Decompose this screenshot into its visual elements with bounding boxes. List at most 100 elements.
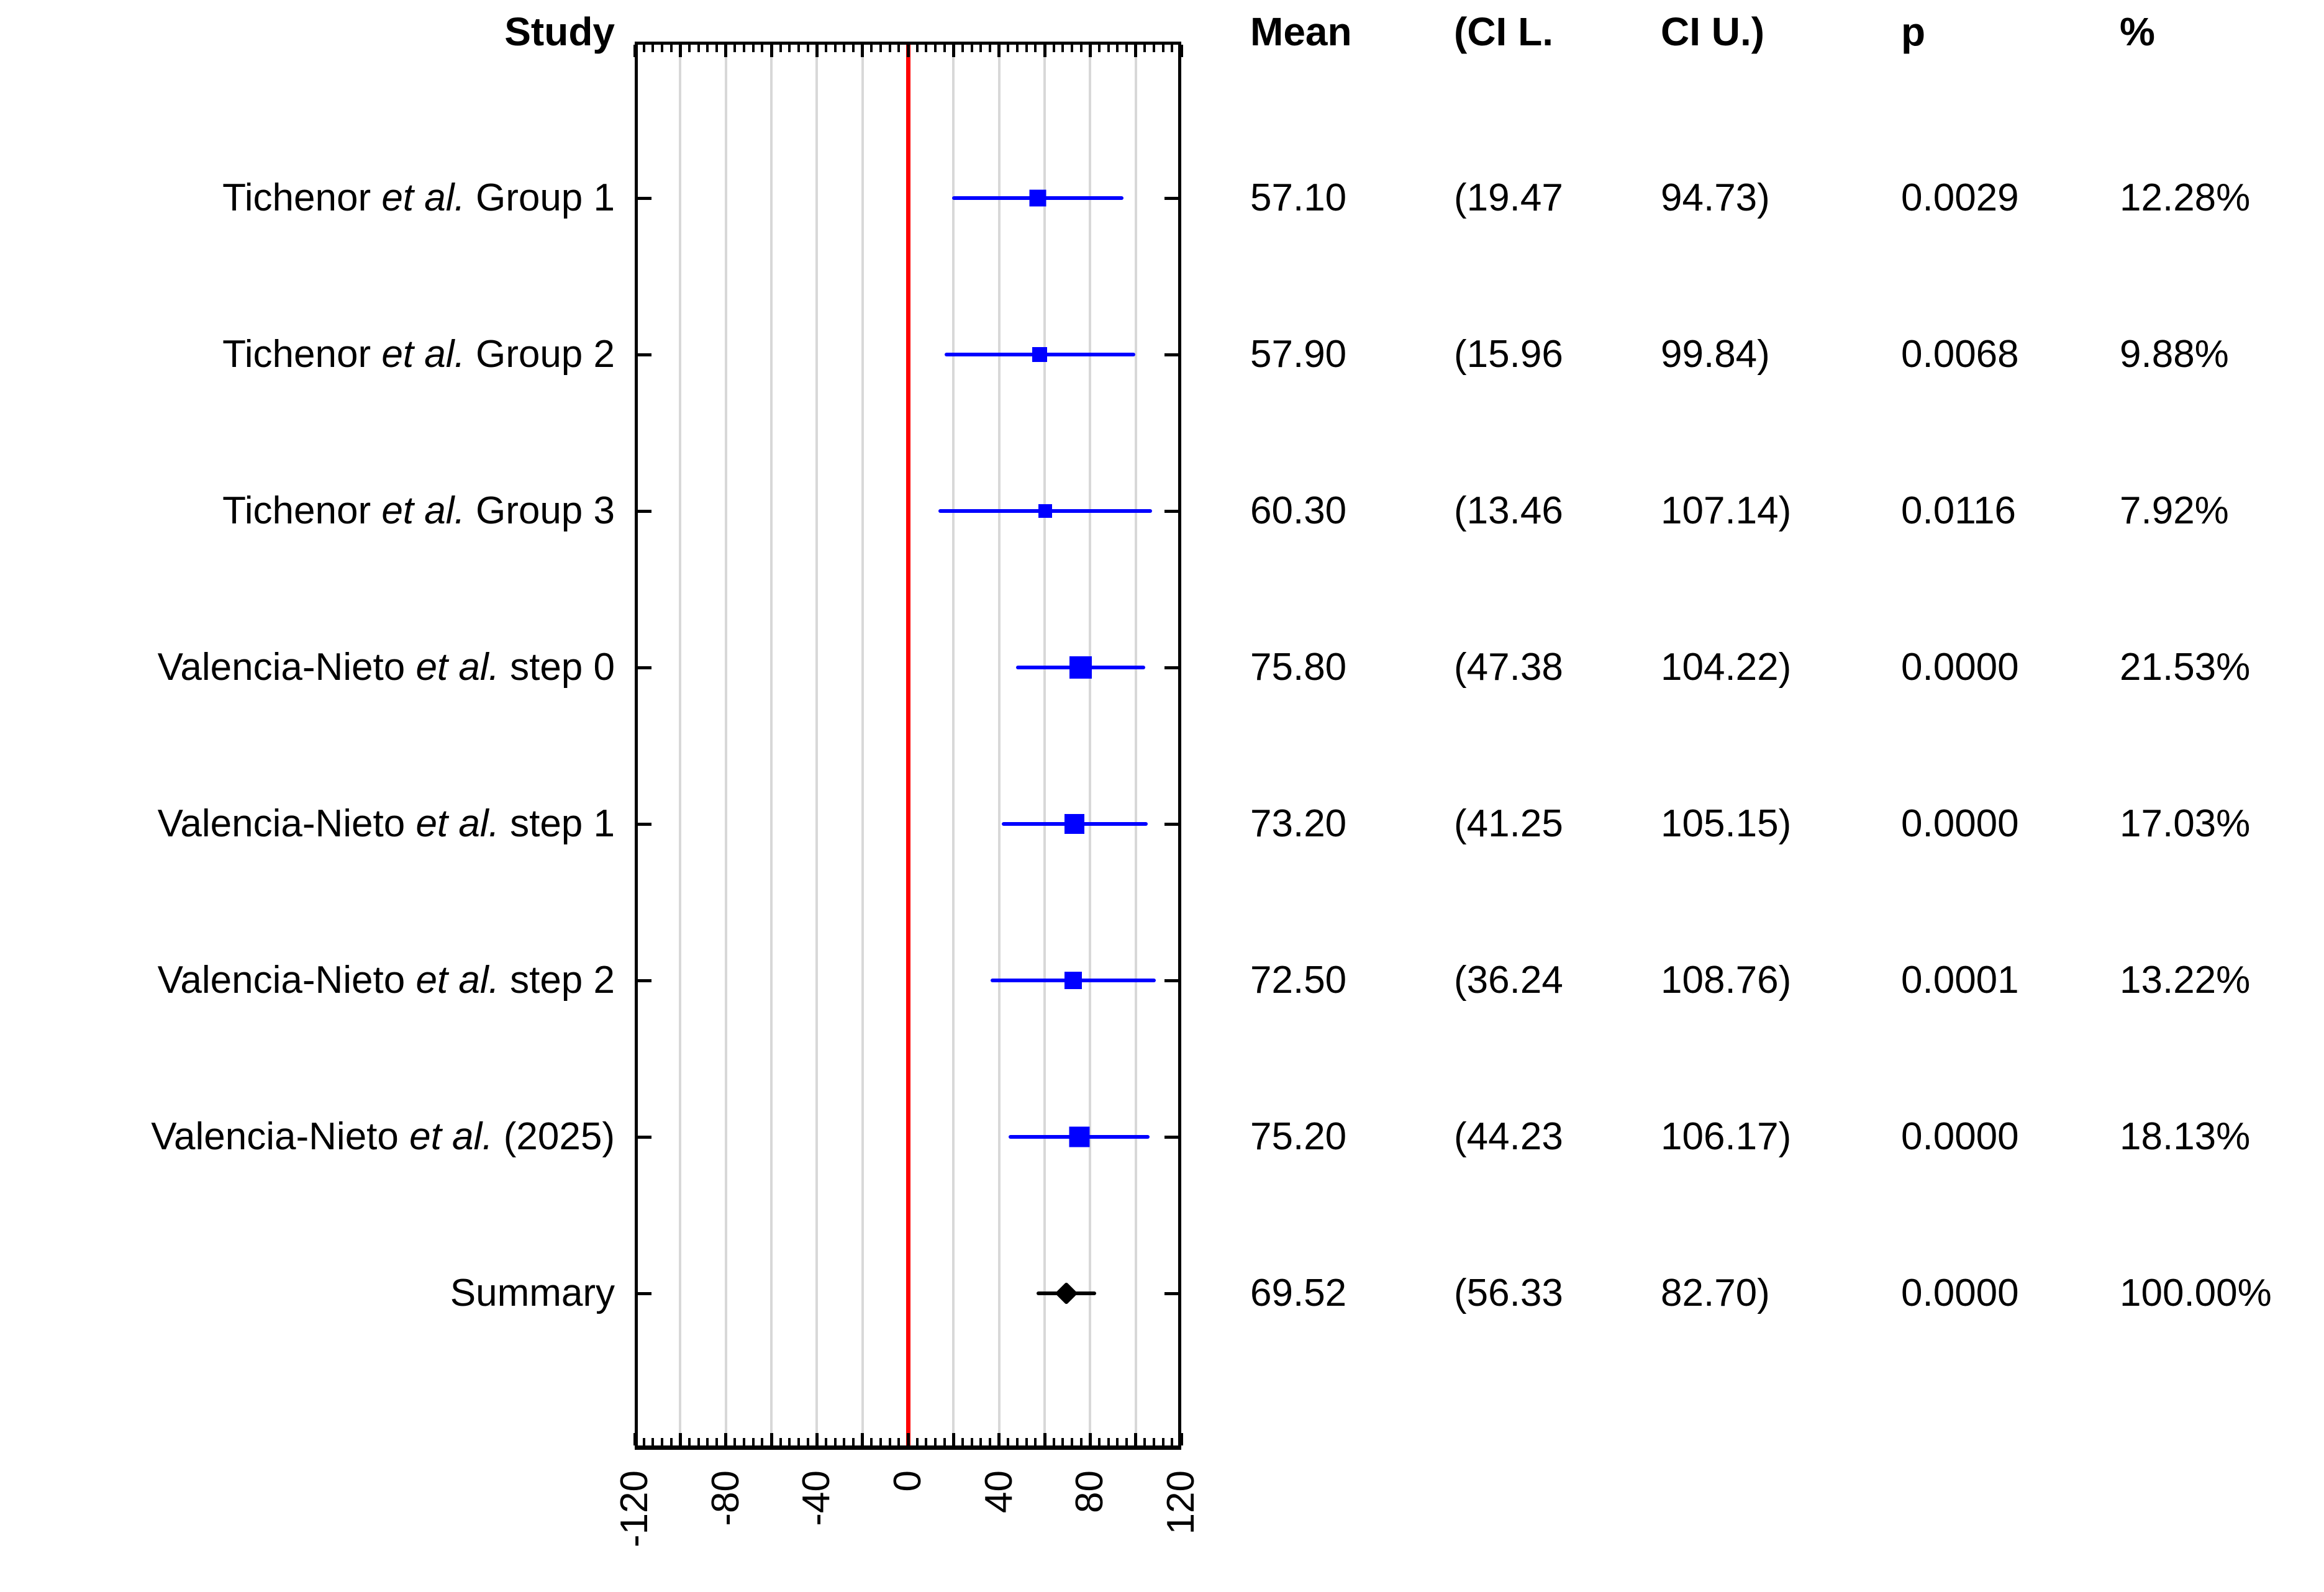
weight-value: 21.53% (2120, 646, 2251, 689)
plot-frame-left (635, 42, 638, 1450)
x-axis-minor-tick (751, 1438, 755, 1445)
x-axis-minor-tick (651, 45, 655, 52)
x-axis-minor-tick (1143, 1438, 1146, 1445)
x-axis-minor-tick (1116, 45, 1119, 52)
row-tick-left (635, 1291, 651, 1295)
x-axis-minor-tick (888, 1438, 891, 1445)
x-axis-minor-tick (897, 45, 901, 52)
weight-value: 100.00% (2120, 1272, 2272, 1314)
x-axis-minor-tick (961, 45, 964, 52)
mean-value: 75.80 (1250, 646, 1347, 689)
gridline (1089, 45, 1092, 1445)
x-axis-minor-tick (733, 1438, 737, 1445)
x-axis-minor-tick (852, 45, 855, 52)
x-axis-minor-tick (943, 45, 946, 52)
x-axis-minor-tick (642, 45, 645, 52)
x-axis-minor-tick (961, 1438, 964, 1445)
p-value: 0.0000 (1901, 1272, 2019, 1314)
mean-marker (1064, 972, 1082, 989)
row-tick-left (635, 822, 651, 826)
mean-value: 72.50 (1250, 959, 1347, 1002)
zero-reference-line (906, 45, 910, 1445)
x-axis-minor-tick (1034, 1438, 1037, 1445)
p-value: 0.0000 (1901, 646, 2019, 689)
x-axis-major-tick (997, 1433, 1001, 1445)
ci-upper-value: 82.70) (1661, 1272, 1770, 1314)
weight-value: 18.13% (2120, 1115, 2251, 1158)
x-axis-minor-tick (879, 45, 882, 52)
x-axis-minor-tick (934, 45, 937, 52)
mean-marker (1032, 347, 1048, 362)
row-tick-right (1164, 666, 1181, 669)
gridline (997, 45, 1001, 1445)
ci-lower-value: (19.47 (1454, 176, 1563, 219)
summary-diamond (1055, 1282, 1078, 1305)
x-axis-minor-tick (806, 1438, 809, 1445)
x-axis-major-tick (1179, 1433, 1183, 1445)
mean-marker (1038, 504, 1053, 518)
x-axis-major-tick (951, 45, 955, 57)
row-tick-right (1164, 979, 1181, 982)
x-axis-minor-tick (697, 1438, 700, 1445)
x-axis-minor-tick (761, 1438, 764, 1445)
ci-lower-value: (44.23 (1454, 1115, 1563, 1158)
weight-value: 7.92% (2120, 489, 2229, 532)
row-tick-left (635, 1135, 651, 1139)
x-axis-minor-tick (915, 45, 919, 52)
x-axis-minor-tick (651, 1438, 655, 1445)
x-axis-major-tick (769, 1433, 773, 1445)
x-axis-major-tick (1134, 45, 1138, 57)
study-label: Tichenor et al. Group 1 (222, 176, 615, 219)
x-axis-major-tick (906, 1433, 910, 1445)
ci-lower-value: (13.46 (1454, 489, 1563, 532)
x-axis-major-tick (997, 45, 1001, 57)
x-axis-minor-tick (751, 45, 755, 52)
weight-value: 9.88% (2120, 333, 2229, 376)
x-axis-minor-tick (1071, 45, 1073, 52)
x-axis-major-tick (678, 45, 682, 57)
p-value: 0.0068 (1901, 333, 2019, 376)
x-axis-major-tick (633, 1433, 637, 1445)
ci-upper-value: 108.76) (1661, 959, 1792, 1002)
ci-lower-value: (36.24 (1454, 959, 1563, 1002)
x-axis-minor-tick (825, 1438, 827, 1445)
plot-frame-right (1178, 42, 1181, 1450)
x-axis-minor-tick (1007, 1438, 1010, 1445)
x-axis-major-tick (906, 45, 910, 57)
row-tick-right (1164, 1135, 1181, 1139)
x-axis-minor-tick (1107, 45, 1110, 52)
x-axis-minor-tick (806, 45, 809, 52)
x-axis-minor-tick (925, 1438, 928, 1445)
x-axis-minor-tick (1052, 1438, 1055, 1445)
x-axis-major-tick (769, 45, 773, 57)
ci-lower-value: (47.38 (1454, 646, 1563, 689)
mean-value: 60.30 (1250, 489, 1347, 532)
x-axis-minor-tick (934, 1438, 937, 1445)
gridline (815, 45, 819, 1445)
study-column-header: Study (504, 9, 615, 54)
x-axis-minor-tick (825, 45, 827, 52)
x-axis-minor-tick (1016, 1438, 1019, 1445)
x-axis-minor-tick (970, 1438, 973, 1445)
ci-upper-column-header: CI U.) (1661, 9, 1765, 54)
x-axis-minor-tick (879, 1438, 882, 1445)
x-axis-minor-tick (761, 45, 764, 52)
x-axis-minor-tick (1025, 45, 1028, 52)
x-axis-minor-tick (715, 1438, 718, 1445)
mean-value: 57.90 (1250, 333, 1347, 376)
x-axis-minor-tick (888, 45, 891, 52)
study-label: Valencia-Nieto et al. (2025) (151, 1115, 615, 1158)
x-axis-minor-tick (788, 45, 791, 52)
gridline (724, 45, 727, 1445)
study-label: Valencia-Nieto et al. step 0 (157, 646, 615, 689)
x-axis-minor-tick (697, 45, 700, 52)
x-axis-minor-tick (1071, 1438, 1073, 1445)
x-axis-minor-tick (915, 1438, 919, 1445)
ci-upper-value: 106.17) (1661, 1115, 1792, 1158)
x-axis-minor-tick (1025, 1438, 1028, 1445)
x-axis-major-tick (724, 45, 728, 57)
x-axis-minor-tick (852, 1438, 855, 1445)
x-axis-minor-tick (743, 45, 745, 52)
study-label: Valencia-Nieto et al. step 2 (157, 959, 615, 1002)
x-axis-major-tick (861, 45, 865, 57)
